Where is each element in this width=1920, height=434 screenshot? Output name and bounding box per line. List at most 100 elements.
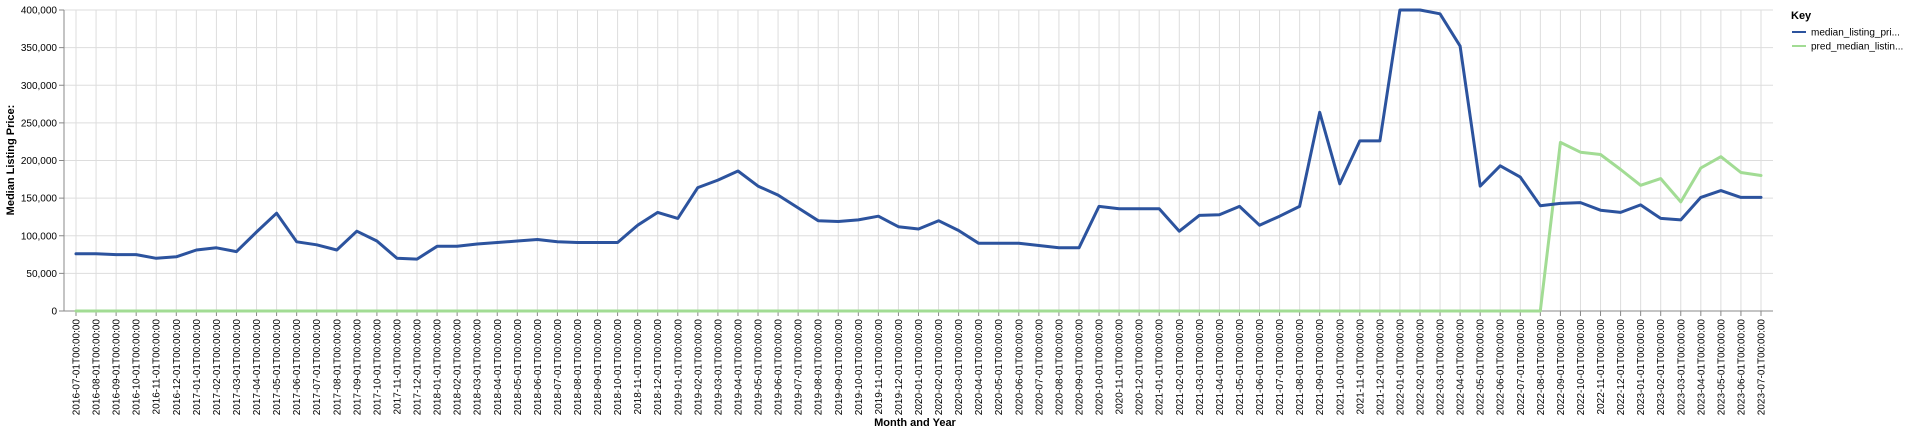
x-tick-label: 2018-06-01T00:00:00 bbox=[533, 319, 544, 416]
x-tick-label: 2017-08-01T00:00:00 bbox=[332, 319, 343, 416]
x-tick-label: 2020-06-01T00:00:00 bbox=[1014, 319, 1025, 416]
x-tick-label: 2019-03-01T00:00:00 bbox=[713, 319, 724, 416]
x-tick-label: 2018-09-01T00:00:00 bbox=[593, 319, 604, 416]
x-tick-label: 2016-12-01T00:00:00 bbox=[172, 319, 183, 416]
y-tick-label: 50,000 bbox=[26, 269, 57, 280]
x-tick-label: 2023-05-01T00:00:00 bbox=[1716, 319, 1727, 416]
x-tick-label: 2020-11-01T00:00:00 bbox=[1115, 319, 1126, 415]
x-tick-label: 2019-12-01T00:00:00 bbox=[894, 319, 905, 416]
x-tick-label: 2021-11-01T00:00:00 bbox=[1355, 319, 1366, 415]
x-tick-label: 2019-01-01T00:00:00 bbox=[673, 319, 684, 416]
x-tick-label: 2020-07-01T00:00:00 bbox=[1034, 319, 1045, 416]
x-tick-label: 2016-11-01T00:00:00 bbox=[152, 319, 163, 415]
x-tick-label: 2017-06-01T00:00:00 bbox=[292, 319, 303, 416]
x-tick-label: 2020-09-01T00:00:00 bbox=[1074, 319, 1085, 416]
x-tick-label: 2017-05-01T00:00:00 bbox=[272, 319, 283, 416]
legend-title: Key bbox=[1791, 10, 1812, 22]
x-tick-label: 2022-08-01T00:00:00 bbox=[1536, 319, 1547, 416]
y-tick-label: 350,000 bbox=[21, 43, 58, 54]
x-tick-label: 2021-02-01T00:00:00 bbox=[1175, 319, 1186, 416]
x-tick-label: 2018-03-01T00:00:00 bbox=[473, 319, 484, 416]
x-tick-label: 2018-02-01T00:00:00 bbox=[453, 319, 464, 416]
legend-label: median_listing_pri... bbox=[1811, 28, 1900, 39]
x-tick-label: 2021-01-01T00:00:00 bbox=[1155, 319, 1166, 416]
y-tick-label: 300,000 bbox=[21, 81, 58, 92]
x-tick-label: 2020-01-01T00:00:00 bbox=[914, 319, 925, 416]
series-line-0 bbox=[74, 8, 1763, 261]
x-tick-label: 2023-01-01T00:00:00 bbox=[1636, 319, 1647, 416]
x-tick-label: 2019-08-01T00:00:00 bbox=[814, 319, 825, 416]
x-tick-label: 2021-05-01T00:00:00 bbox=[1235, 319, 1246, 416]
x-tick-label: 2022-02-01T00:00:00 bbox=[1415, 319, 1426, 416]
x-tick-label: 2021-07-01T00:00:00 bbox=[1275, 319, 1286, 416]
y-tick-label: 200,000 bbox=[21, 156, 58, 167]
x-tick-label: 2018-07-01T00:00:00 bbox=[553, 319, 564, 416]
x-tick-label: 2020-04-01T00:00:00 bbox=[974, 319, 985, 416]
x-tick-label: 2018-04-01T00:00:00 bbox=[493, 319, 504, 416]
x-tick-label: 2019-04-01T00:00:00 bbox=[733, 319, 744, 416]
x-tick-label: 2021-12-01T00:00:00 bbox=[1375, 319, 1386, 416]
x-tick-label: 2021-04-01T00:00:00 bbox=[1215, 319, 1226, 416]
x-tick-label: 2016-07-01T00:00:00 bbox=[72, 319, 83, 416]
x-tick-label: 2021-03-01T00:00:00 bbox=[1195, 319, 1206, 416]
x-tick-label: 2022-12-01T00:00:00 bbox=[1616, 319, 1627, 416]
x-tick-label: 2017-03-01T00:00:00 bbox=[232, 319, 243, 416]
x-tick-label: 2017-09-01T00:00:00 bbox=[352, 319, 363, 416]
x-tick-label: 2016-10-01T00:00:00 bbox=[132, 319, 143, 416]
x-tick-label: 2021-08-01T00:00:00 bbox=[1295, 319, 1306, 416]
x-axis: 2016-07-01T00:00:00 2016-08-01T00:00:00 20… bbox=[64, 310, 1773, 416]
x-tick-label: 2019-09-01T00:00:00 bbox=[834, 319, 845, 416]
x-tick-label: 2018-01-01T00:00:00 bbox=[433, 319, 444, 416]
x-tick-label: 2017-07-01T00:00:00 bbox=[312, 319, 323, 416]
x-tick-label: 2018-11-01T00:00:00 bbox=[633, 319, 644, 415]
x-tick-label: 2022-11-01T00:00:00 bbox=[1596, 319, 1607, 415]
x-tick-label: 2022-07-01T00:00:00 bbox=[1516, 319, 1527, 416]
x-tick-label: 2023-07-01T00:00:00 bbox=[1757, 319, 1768, 416]
x-tick-label: 2019-07-01T00:00:00 bbox=[794, 319, 805, 416]
y-tick-label: 150,000 bbox=[21, 194, 58, 205]
x-tick-label: 2022-09-01T00:00:00 bbox=[1556, 319, 1567, 416]
x-tick-label: 2018-08-01T00:00:00 bbox=[573, 319, 584, 416]
x-tick-label: 2019-11-01T00:00:00 bbox=[874, 319, 885, 415]
y-tick-label: 250,000 bbox=[21, 118, 58, 129]
series-lines bbox=[74, 8, 1763, 313]
legend: Key median_listing_pri... pred_median_lis… bbox=[1791, 10, 1903, 53]
x-tick-label: 2017-01-01T00:00:00 bbox=[192, 319, 203, 416]
series-line-1 bbox=[74, 140, 1763, 313]
x-tick-label: 2020-10-01T00:00:00 bbox=[1095, 319, 1106, 416]
legend-label: pred_median_listin... bbox=[1811, 42, 1903, 53]
x-tick-label: 2022-03-01T00:00:00 bbox=[1436, 319, 1447, 416]
x-tick-label: 2018-12-01T00:00:00 bbox=[653, 319, 664, 416]
x-tick-label: 2017-12-01T00:00:00 bbox=[413, 319, 424, 416]
y-tick-label: 400,000 bbox=[21, 6, 58, 17]
x-tick-label: 2018-10-01T00:00:00 bbox=[613, 319, 624, 416]
x-tick-label: 2016-09-01T00:00:00 bbox=[112, 319, 123, 416]
x-tick-label: 2020-05-01T00:00:00 bbox=[994, 319, 1005, 416]
x-tick-label: 2023-02-01T00:00:00 bbox=[1656, 319, 1667, 416]
y-tick-label: 100,000 bbox=[21, 231, 58, 242]
x-tick-label: 2018-05-01T00:00:00 bbox=[513, 319, 524, 416]
x-tick-label: 2019-05-01T00:00:00 bbox=[754, 319, 765, 416]
x-tick-label: 2021-09-01T00:00:00 bbox=[1315, 319, 1326, 416]
x-tick-label: 2019-02-01T00:00:00 bbox=[693, 319, 704, 416]
x-tick-label: 2021-06-01T00:00:00 bbox=[1255, 319, 1266, 416]
x-tick-label: 2017-02-01T00:00:00 bbox=[212, 319, 223, 416]
x-tick-label: 2020-03-01T00:00:00 bbox=[954, 319, 965, 416]
x-tick-label: 2022-10-01T00:00:00 bbox=[1576, 319, 1587, 416]
x-tick-label: 2019-06-01T00:00:00 bbox=[774, 319, 785, 416]
x-tick-label: 2023-06-01T00:00:00 bbox=[1736, 319, 1747, 416]
x-tick-label: 2020-08-01T00:00:00 bbox=[1054, 319, 1065, 416]
x-tick-label: 2017-11-01T00:00:00 bbox=[392, 319, 403, 415]
x-tick-label: 2023-03-01T00:00:00 bbox=[1676, 319, 1687, 416]
x-tick-label: 2017-04-01T00:00:00 bbox=[252, 319, 263, 416]
y-axis: 0 50,000 100,000 150,000 200,000 250,000 300,0… bbox=[21, 6, 65, 318]
x-tick-label: 2021-10-01T00:00:00 bbox=[1335, 319, 1346, 416]
x-tick-label: 2020-12-01T00:00:00 bbox=[1135, 319, 1146, 416]
x-tick-label: 2022-05-01T00:00:00 bbox=[1476, 319, 1487, 416]
y-axis-title: Median Listing Price: bbox=[5, 105, 17, 216]
y-tick-label: 0 bbox=[51, 307, 57, 318]
x-tick-label: 2017-10-01T00:00:00 bbox=[372, 319, 383, 416]
grid-lines bbox=[64, 9, 1773, 312]
x-tick-label: 2019-10-01T00:00:00 bbox=[854, 319, 865, 416]
